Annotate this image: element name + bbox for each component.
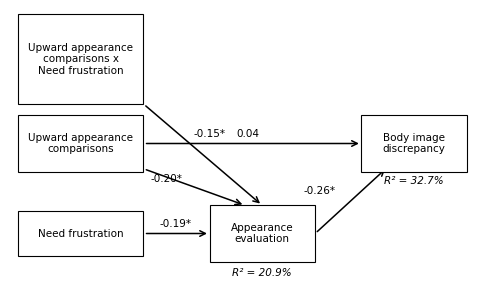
Text: R² = 20.9%: R² = 20.9% — [232, 268, 292, 278]
Text: -0.19*: -0.19* — [160, 219, 192, 229]
FancyBboxPatch shape — [362, 115, 467, 172]
Text: Appearance
evaluation: Appearance evaluation — [231, 223, 294, 244]
Text: 0.04: 0.04 — [236, 129, 259, 139]
Text: Body image
discrepancy: Body image discrepancy — [382, 133, 446, 154]
FancyBboxPatch shape — [18, 211, 144, 256]
Text: -0.20*: -0.20* — [150, 174, 182, 184]
Text: Upward appearance
comparisons: Upward appearance comparisons — [28, 133, 134, 154]
FancyBboxPatch shape — [210, 205, 315, 262]
Text: R² = 32.7%: R² = 32.7% — [384, 177, 444, 187]
Text: -0.15*: -0.15* — [194, 129, 226, 139]
Text: -0.26*: -0.26* — [304, 186, 336, 196]
FancyBboxPatch shape — [18, 115, 144, 172]
FancyBboxPatch shape — [18, 14, 144, 104]
Text: Need frustration: Need frustration — [38, 228, 124, 238]
Text: Upward appearance
comparisons x
Need frustration: Upward appearance comparisons x Need fru… — [28, 42, 134, 76]
